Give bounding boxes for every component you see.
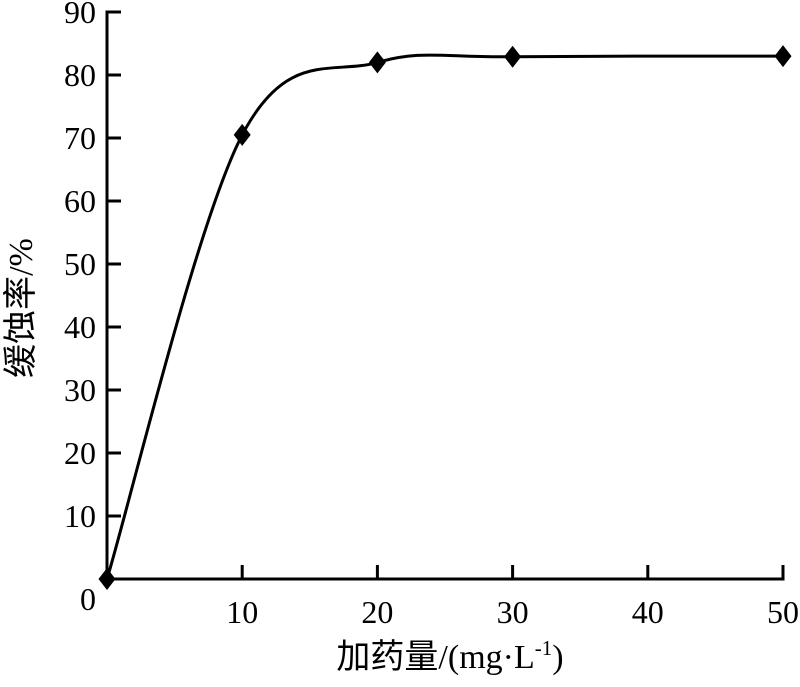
y-tick-label: 70 [64, 120, 96, 156]
y-tick-label: 80 [64, 57, 96, 93]
data-point-marker [233, 123, 251, 146]
y-tick-label: 50 [64, 246, 96, 282]
y-tick-label: 60 [64, 183, 96, 219]
y-tick-label: 20 [64, 435, 96, 471]
x-tick-label: 30 [497, 594, 529, 630]
data-point-marker [368, 51, 386, 74]
data-point-marker [504, 45, 522, 68]
x-tick-label: 10 [226, 594, 258, 630]
origin-tick-label: 0 [80, 581, 96, 617]
x-tick-label: 50 [767, 594, 799, 630]
series-line [105, 53, 784, 580]
x-tick-label: 40 [632, 594, 664, 630]
y-tick-label: 40 [64, 309, 96, 345]
y-tick-label: 30 [64, 372, 96, 408]
x-tick-label: 20 [361, 594, 393, 630]
y-tick-label: 90 [64, 0, 96, 30]
y-axis-title: 缓蚀率/% [2, 238, 40, 378]
data-point-marker [774, 45, 792, 68]
y-tick-label: 10 [64, 498, 96, 534]
data-point-marker [98, 568, 116, 590]
x-axis-title: 加药量/(mg·L-1) [336, 636, 563, 676]
